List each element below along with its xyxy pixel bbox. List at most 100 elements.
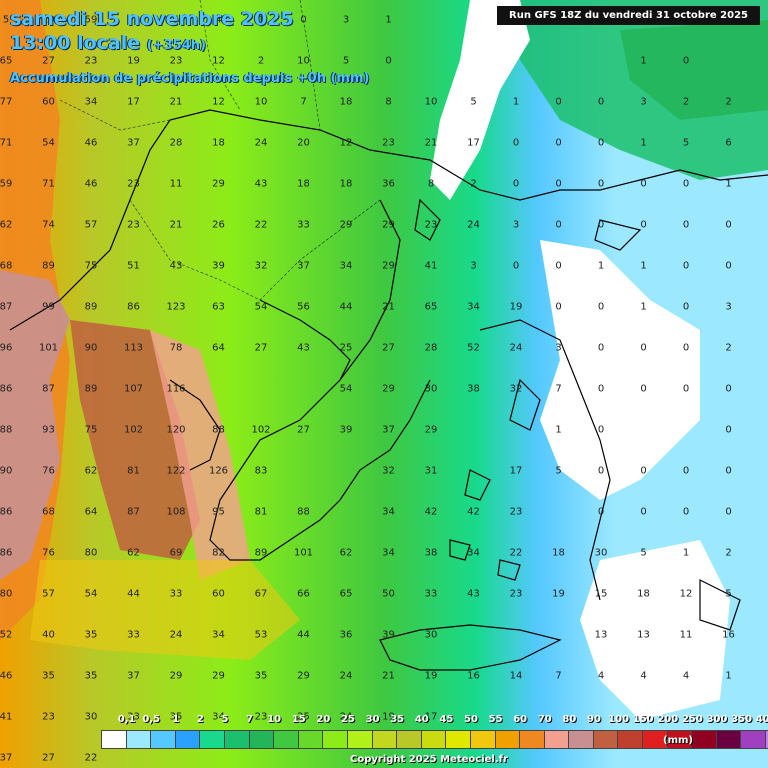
- grid-value: 3: [555, 342, 562, 354]
- grid-value: 34: [339, 260, 353, 272]
- grid-value: 0: [597, 178, 605, 190]
- grid-value: 29: [297, 670, 310, 682]
- grid-value: 75: [84, 260, 98, 272]
- grid-value: 0: [640, 465, 647, 477]
- grid-value: 20: [297, 137, 310, 149]
- grid-value: 0: [555, 219, 562, 231]
- grid-value: 101: [293, 547, 314, 559]
- grid-value: 0: [597, 424, 605, 436]
- grid-value: 38: [467, 383, 480, 395]
- grid-value: 6: [172, 14, 180, 26]
- grid-value: 7: [300, 96, 307, 108]
- legend-label: 7: [246, 714, 254, 725]
- grid-value: 65: [0, 55, 13, 67]
- grid-value: 18: [339, 178, 353, 190]
- grid-value: 19: [424, 670, 438, 682]
- grid-value: 29: [169, 670, 183, 682]
- legend-swatch: [101, 730, 127, 749]
- grid-value: 10: [254, 96, 268, 108]
- grid-value: 57: [42, 588, 55, 600]
- grid-value: 33: [127, 711, 140, 723]
- grid-value: 3: [470, 260, 477, 272]
- grid-value: 101: [38, 342, 59, 354]
- grid-value: 54: [339, 383, 353, 395]
- grid-value: 23: [382, 137, 395, 149]
- grid-value: 89: [84, 383, 98, 395]
- grid-value: 24: [467, 219, 480, 231]
- grid-value: 33: [424, 588, 438, 600]
- grid-value: 0: [682, 465, 690, 477]
- grid-value: 39: [339, 424, 353, 436]
- grid-value: 11: [169, 178, 183, 190]
- grid-value: 0: [512, 178, 520, 190]
- grid-value: 80: [84, 547, 98, 559]
- grid-value: 93: [42, 424, 55, 436]
- legend-label: 350: [731, 714, 753, 725]
- legend-label: 45: [439, 714, 454, 725]
- grid-value: 0: [682, 260, 690, 272]
- grid-value: 11: [679, 629, 693, 641]
- grid-value: 99: [42, 301, 55, 313]
- grid-value: 2: [257, 55, 265, 67]
- forecast-date: samedi 15 novembre 2025: [10, 8, 294, 30]
- legend-swatch: [371, 730, 398, 749]
- grid-value: 0: [640, 342, 647, 354]
- legend-swatch: [346, 730, 373, 749]
- grid-value: 90: [0, 465, 13, 477]
- grid-value: 71: [0, 137, 13, 149]
- legend-label: 90: [587, 714, 601, 725]
- grid-value: 40: [42, 629, 55, 641]
- grid-value: 5: [725, 588, 732, 600]
- grid-value: 1: [555, 424, 562, 436]
- grid-value: 54: [254, 301, 268, 313]
- grid-value: 0: [640, 383, 647, 395]
- grid-value: 24: [169, 629, 183, 641]
- grid-value: 25: [339, 342, 353, 354]
- local-time: 13:00 locale: [10, 32, 141, 54]
- grid-value: 23: [127, 178, 140, 190]
- legend-swatch: [125, 730, 152, 749]
- grid-value: 34: [382, 547, 395, 559]
- grid-value: 1: [682, 547, 690, 559]
- grid-value: 16: [722, 629, 735, 641]
- grid-value: 24: [254, 137, 268, 149]
- grid-value: 0: [597, 465, 605, 477]
- grid-value: 5: [555, 465, 562, 477]
- grid-value: 32: [509, 383, 523, 395]
- grid-value: 67: [254, 588, 268, 600]
- legend-label: 400: [755, 714, 768, 725]
- grid-value: 0: [597, 342, 605, 354]
- grid-value: 52: [127, 14, 140, 26]
- legend-swatch: [617, 730, 644, 749]
- grid-value: 37: [127, 137, 140, 149]
- grid-value: 46: [84, 178, 98, 190]
- legend-label: 35: [390, 714, 405, 725]
- grid-value: 1: [385, 14, 392, 26]
- grid-value: 76: [42, 465, 55, 477]
- grid-value: 64: [84, 506, 98, 518]
- legend-labels: 0,1 0,5 1 2 5 7 10 15 20 25 30 35 40 45 50 55 60 70 80 90 10…: [101, 714, 768, 728]
- grid-value: 29: [339, 219, 353, 231]
- grid-value: 29: [212, 670, 225, 682]
- legend-swatch: [715, 730, 742, 749]
- legend-label: 25: [341, 714, 355, 725]
- grid-value: 28: [169, 137, 183, 149]
- legend-label: 300: [706, 714, 728, 725]
- grid-value: 3: [725, 301, 732, 313]
- grid-value: 1: [725, 670, 732, 682]
- grid-value: 2: [725, 547, 732, 559]
- grid-value: 7: [555, 383, 562, 395]
- legend-swatch: [297, 730, 324, 749]
- grid-value: 37: [297, 260, 310, 272]
- grid-value: 43: [297, 342, 310, 354]
- grid-value: 0: [597, 301, 605, 313]
- grid-value: 42: [467, 506, 480, 518]
- grid-value: 122: [166, 465, 186, 477]
- grid-value: 96: [0, 342, 13, 354]
- grid-value: 88: [297, 506, 310, 518]
- grid-value: 0: [640, 178, 647, 190]
- legend-label: 50: [464, 714, 478, 725]
- legend-label: 150: [632, 714, 654, 725]
- grid-value: 23: [84, 55, 98, 67]
- grid-value: 37: [127, 670, 140, 682]
